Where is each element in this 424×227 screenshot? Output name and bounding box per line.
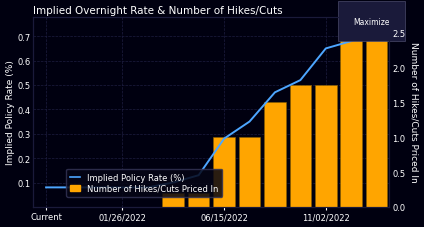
Bar <box>239 138 260 207</box>
Y-axis label: Implied Policy Rate (%): Implied Policy Rate (%) <box>6 60 14 165</box>
Bar <box>315 86 337 207</box>
Bar <box>162 193 184 207</box>
Bar <box>290 86 311 207</box>
Text: Implied Overnight Rate & Number of Hikes/Cuts: Implied Overnight Rate & Number of Hikes… <box>33 5 283 15</box>
Legend: Implied Policy Rate (%), Number of Hikes/Cuts Priced In: Implied Policy Rate (%), Number of Hikes… <box>66 169 222 197</box>
Bar <box>366 34 388 207</box>
Bar <box>340 41 362 207</box>
Bar <box>188 193 209 207</box>
Text: Maximize: Maximize <box>353 18 389 27</box>
Y-axis label: Number of Hikes/Cuts Priced In: Number of Hikes/Cuts Priced In <box>410 42 418 182</box>
Bar <box>264 103 286 207</box>
Bar <box>213 138 235 207</box>
